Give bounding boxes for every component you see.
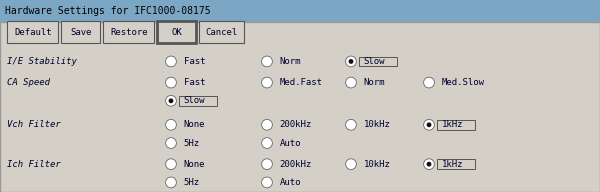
Text: Auto: Auto [280, 139, 301, 147]
Ellipse shape [166, 77, 176, 88]
Text: 1kHz: 1kHz [442, 120, 463, 129]
Ellipse shape [424, 159, 434, 170]
Text: 200kHz: 200kHz [280, 120, 312, 129]
FancyBboxPatch shape [359, 57, 397, 66]
Text: Fast: Fast [184, 57, 205, 66]
FancyBboxPatch shape [0, 0, 600, 22]
Ellipse shape [166, 177, 176, 188]
Ellipse shape [427, 122, 431, 127]
Text: OK: OK [172, 28, 182, 37]
Text: 5Hz: 5Hz [184, 178, 200, 187]
Text: Ich Filter: Ich Filter [7, 160, 61, 169]
Ellipse shape [166, 119, 176, 130]
Ellipse shape [346, 77, 356, 88]
Ellipse shape [346, 56, 356, 67]
Ellipse shape [346, 119, 356, 130]
FancyBboxPatch shape [437, 120, 475, 130]
Text: Norm: Norm [280, 57, 301, 66]
Ellipse shape [424, 77, 434, 88]
FancyBboxPatch shape [0, 22, 600, 192]
Text: Slow: Slow [184, 96, 205, 105]
FancyBboxPatch shape [7, 21, 58, 43]
Text: Med.Fast: Med.Fast [280, 78, 323, 87]
Ellipse shape [166, 159, 176, 170]
Ellipse shape [262, 159, 272, 170]
Ellipse shape [166, 95, 176, 106]
Ellipse shape [169, 98, 173, 103]
FancyBboxPatch shape [199, 21, 244, 43]
Ellipse shape [262, 177, 272, 188]
Ellipse shape [166, 56, 176, 67]
Ellipse shape [424, 119, 434, 130]
Text: Med.Slow: Med.Slow [442, 78, 485, 87]
Ellipse shape [262, 119, 272, 130]
Text: Cancel: Cancel [206, 28, 238, 37]
FancyBboxPatch shape [157, 21, 196, 43]
FancyBboxPatch shape [103, 21, 154, 43]
Text: 200kHz: 200kHz [280, 160, 312, 169]
Text: Default: Default [14, 28, 52, 37]
Text: None: None [184, 160, 205, 169]
Ellipse shape [262, 138, 272, 148]
Text: Vch Filter: Vch Filter [7, 120, 61, 129]
Text: I/E Stability: I/E Stability [7, 57, 77, 66]
Text: Slow: Slow [364, 57, 385, 66]
Text: 5Hz: 5Hz [184, 139, 200, 147]
Ellipse shape [262, 77, 272, 88]
FancyBboxPatch shape [437, 159, 475, 169]
Text: None: None [184, 120, 205, 129]
Text: Save: Save [70, 28, 91, 37]
Ellipse shape [349, 59, 353, 64]
Text: Norm: Norm [364, 78, 385, 87]
Ellipse shape [166, 138, 176, 148]
Text: Fast: Fast [184, 78, 205, 87]
Ellipse shape [346, 159, 356, 170]
FancyBboxPatch shape [61, 21, 100, 43]
Text: Restore: Restore [110, 28, 148, 37]
Text: 1kHz: 1kHz [442, 160, 463, 169]
Text: 10kHz: 10kHz [364, 160, 391, 169]
Ellipse shape [262, 56, 272, 67]
Text: Auto: Auto [280, 178, 301, 187]
Text: 10kHz: 10kHz [364, 120, 391, 129]
FancyBboxPatch shape [179, 96, 217, 106]
Text: CA Speed: CA Speed [7, 78, 50, 87]
Text: Hardware Settings for IFC1000-08175: Hardware Settings for IFC1000-08175 [5, 6, 211, 16]
Ellipse shape [427, 162, 431, 167]
